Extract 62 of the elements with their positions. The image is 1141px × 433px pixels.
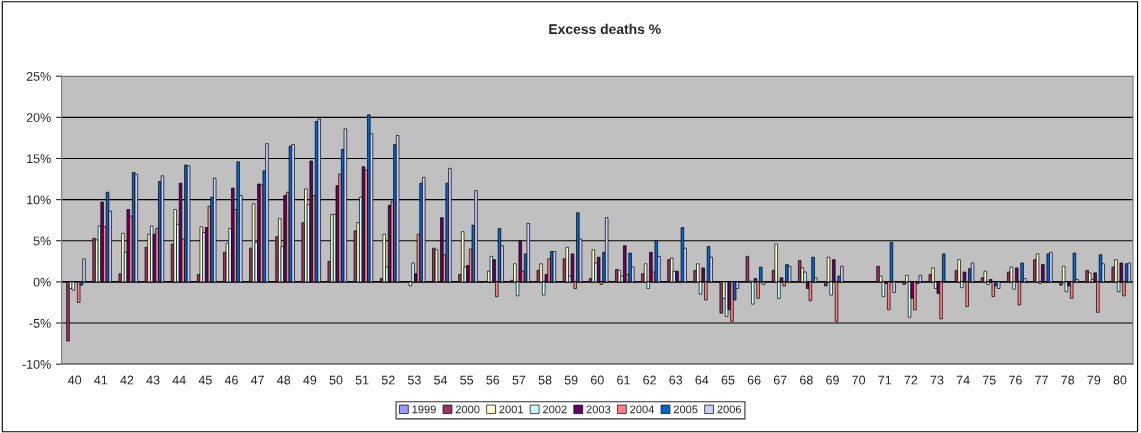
x-tick-label: 75 bbox=[982, 375, 996, 385]
legend-label: 2005 bbox=[673, 405, 698, 414]
y-tick-label: -10% bbox=[22, 359, 51, 369]
legend-label: 2003 bbox=[586, 405, 611, 414]
x-tick-label: 40 bbox=[68, 375, 82, 385]
x-tick-label: 60 bbox=[591, 375, 604, 385]
legend-label: 2001 bbox=[499, 405, 524, 414]
x-tick-label: 57 bbox=[512, 375, 526, 385]
x-tick-label: 42 bbox=[120, 375, 134, 385]
x-tick-label: 47 bbox=[250, 375, 264, 385]
x-tick-label: 53 bbox=[407, 375, 421, 385]
y-tick-label: 15% bbox=[27, 154, 51, 164]
x-tick-label: 52 bbox=[381, 375, 395, 385]
x-tick-label: 50 bbox=[329, 375, 343, 385]
x-tick-label: 78 bbox=[1061, 375, 1075, 385]
x-tick-label: 54 bbox=[434, 375, 448, 385]
bar bbox=[565, 246, 569, 283]
bar bbox=[591, 249, 595, 283]
x-tick-label: 67 bbox=[773, 375, 787, 385]
x-tick-label: 45 bbox=[198, 375, 212, 385]
legend-label: 1999 bbox=[412, 405, 436, 414]
bar bbox=[983, 270, 987, 283]
x-tick-label: 68 bbox=[800, 375, 813, 385]
x-tick-label: 65 bbox=[721, 375, 735, 385]
x-tick-label: 55 bbox=[460, 375, 474, 385]
x-tick-label: 77 bbox=[1035, 375, 1048, 385]
x-tick-label: 72 bbox=[904, 375, 918, 385]
x-tick-label: 61 bbox=[617, 375, 630, 385]
legend-label: 2004 bbox=[630, 405, 655, 414]
x-tick-label: 73 bbox=[930, 375, 944, 385]
y-tick-label: 20% bbox=[26, 113, 51, 122]
x-tick-label: 62 bbox=[643, 375, 656, 385]
x-tick-label: 63 bbox=[669, 375, 683, 385]
y-tick-label: -5% bbox=[29, 318, 51, 328]
x-tick-label: 64 bbox=[695, 375, 709, 385]
legend-label: 2006 bbox=[717, 405, 742, 414]
x-tick-label: 43 bbox=[146, 375, 160, 385]
x-tick-label: 51 bbox=[355, 375, 369, 385]
x-tick-label: 70 bbox=[852, 375, 866, 385]
x-tick-label: 46 bbox=[224, 375, 238, 385]
legend-label: 2002 bbox=[543, 405, 567, 414]
y-tick-label: 25% bbox=[26, 72, 51, 81]
x-tick-label: 41 bbox=[94, 375, 108, 385]
x-tick-label: 48 bbox=[277, 375, 291, 385]
x-tick-label: 79 bbox=[1087, 375, 1101, 385]
x-tick-label: 44 bbox=[172, 375, 186, 385]
x-tick-label: 76 bbox=[1009, 375, 1022, 385]
y-tick-label: 0% bbox=[33, 277, 51, 287]
x-tick-label: 59 bbox=[564, 375, 578, 385]
x-tick-label: 58 bbox=[538, 375, 552, 385]
x-tick-label: 71 bbox=[878, 375, 892, 385]
bar bbox=[596, 256, 601, 283]
x-tick-label: 49 bbox=[303, 375, 317, 385]
x-tick-label: 66 bbox=[747, 375, 761, 385]
legend-label: 2000 bbox=[455, 405, 480, 414]
x-tick-label: 80 bbox=[1113, 375, 1127, 385]
y-tick-label: 5% bbox=[33, 236, 51, 246]
x-tick-label: 56 bbox=[486, 375, 500, 385]
x-tick-label: 69 bbox=[826, 375, 839, 385]
x-tick-label: 74 bbox=[956, 375, 970, 385]
chart-title: Excess deaths % bbox=[549, 23, 661, 35]
y-tick-label: 10% bbox=[27, 195, 51, 205]
